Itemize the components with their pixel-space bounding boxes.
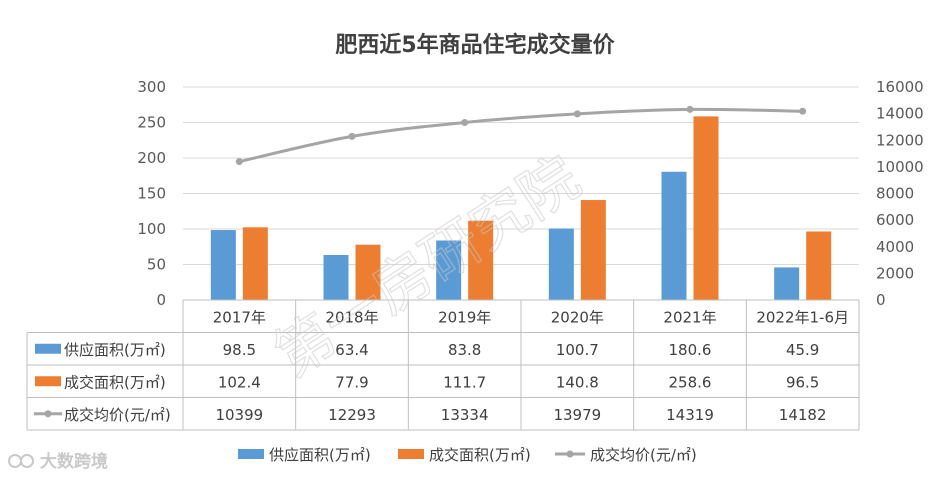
data-label: 77.9: [335, 373, 368, 391]
y-axis-right: 0 2000 4000 6000 8000 10000 12000 14000 16000: [876, 78, 924, 309]
series-label: 供应面积(万㎡): [64, 341, 166, 359]
data-label: 13334: [441, 406, 489, 424]
y-axis-left: 0 50 100 150 200 250 300: [137, 78, 166, 309]
category-label: 2021年: [663, 308, 716, 326]
y2-tick-label: 10000: [876, 158, 924, 176]
watermark: 第一房研究院: [262, 143, 592, 391]
supply-key: [35, 343, 61, 354]
deal-bar: [355, 244, 381, 300]
y2-tick-label: 4000: [876, 238, 914, 256]
data-label: 111.7: [443, 373, 486, 391]
y2-tick-label: 0: [876, 291, 886, 309]
data-label: 180.6: [669, 341, 712, 359]
brand-icon: [8, 454, 22, 468]
deal-bar: [242, 227, 268, 300]
data-label: 100.7: [556, 341, 599, 359]
y-tick-label: 250: [137, 114, 166, 132]
legend-deal-key: [398, 449, 424, 459]
y2-tick-label: 2000: [876, 264, 914, 282]
y-tick-label: 50: [147, 256, 166, 274]
brand-logo: 大数跨境: [8, 451, 108, 472]
legend: 供应面积(万㎡) 成交面积(万㎡) 成交均价(元/㎡): [238, 446, 697, 464]
deal-bar: [580, 200, 606, 300]
legend-price-dot: [566, 450, 574, 458]
legend-label: 成交均价(元/㎡): [590, 446, 697, 464]
data-label: 96.5: [786, 373, 819, 391]
category-label: 2019年: [438, 308, 491, 326]
supply-bar: [323, 254, 349, 300]
data-label: 83.8: [448, 341, 481, 359]
supply-bar: [210, 230, 236, 300]
y-tick-label: 150: [137, 185, 166, 203]
category-label: 2022年1-6月: [756, 308, 849, 326]
bars: [210, 116, 832, 300]
y-tick-label: 300: [137, 78, 166, 96]
price-point: [686, 105, 694, 113]
data-table: 2017年 2018年 2019年 2020年 2021年 2022年1-6月供应面积(万…: [26, 299, 860, 431]
y2-tick-label: 6000: [876, 211, 914, 229]
y2-tick-label: 12000: [876, 131, 924, 149]
y2-tick-label: 8000: [876, 185, 914, 203]
legend-label: 供应面积(万㎡): [269, 446, 371, 464]
price-point: [799, 107, 807, 115]
legend-label: 成交面积(万㎡): [429, 446, 531, 464]
data-label: 63.4: [335, 341, 368, 359]
deal-bar: [468, 220, 494, 300]
y-tick-label: 200: [137, 149, 166, 167]
supply-bar: [774, 267, 800, 300]
category-label: 2020年: [551, 308, 604, 326]
data-label: 10399: [215, 406, 263, 424]
category-label: 2017年: [213, 308, 266, 326]
supply-bar: [436, 240, 462, 300]
category-label: 2018年: [325, 308, 378, 326]
y2-tick-label: 16000: [876, 78, 924, 96]
price-point: [573, 110, 581, 118]
legend-supply-key: [238, 449, 264, 459]
gridlines: [183, 86, 859, 265]
price-line-path: [239, 107, 803, 164]
watermark-text: 第一房研究院: [263, 143, 592, 390]
y-tick-label: 0: [156, 291, 166, 309]
price-point: [348, 132, 356, 140]
deal-key: [35, 376, 61, 387]
supply-bar: [661, 171, 687, 300]
data-label: 14182: [779, 406, 827, 424]
deal-bar: [806, 231, 832, 300]
price-line: [235, 105, 807, 166]
data-label: 14319: [666, 406, 714, 424]
brand-text: 大数跨境: [40, 451, 108, 472]
series-label: 成交均价(元/㎡): [64, 406, 171, 424]
y2-tick-label: 14000: [876, 105, 924, 123]
data-label: 12293: [328, 406, 376, 424]
data-label: 45.9: [786, 341, 819, 359]
data-label: 13979: [553, 406, 601, 424]
deal-bar: [693, 116, 719, 300]
series-label: 成交面积(万㎡): [64, 373, 166, 391]
data-label: 140.8: [556, 373, 599, 391]
price-point: [461, 118, 469, 126]
price-point: [235, 158, 243, 166]
chart-title: 肥西近5年商品住宅成交量价: [335, 32, 615, 58]
data-label: 98.5: [223, 341, 256, 359]
data-label: 102.4: [218, 373, 261, 391]
y-tick-label: 100: [137, 220, 166, 238]
price-key-dot: [44, 410, 52, 418]
supply-bar: [548, 228, 574, 300]
data-label: 258.6: [669, 373, 712, 391]
brand-icon: [20, 454, 34, 468]
